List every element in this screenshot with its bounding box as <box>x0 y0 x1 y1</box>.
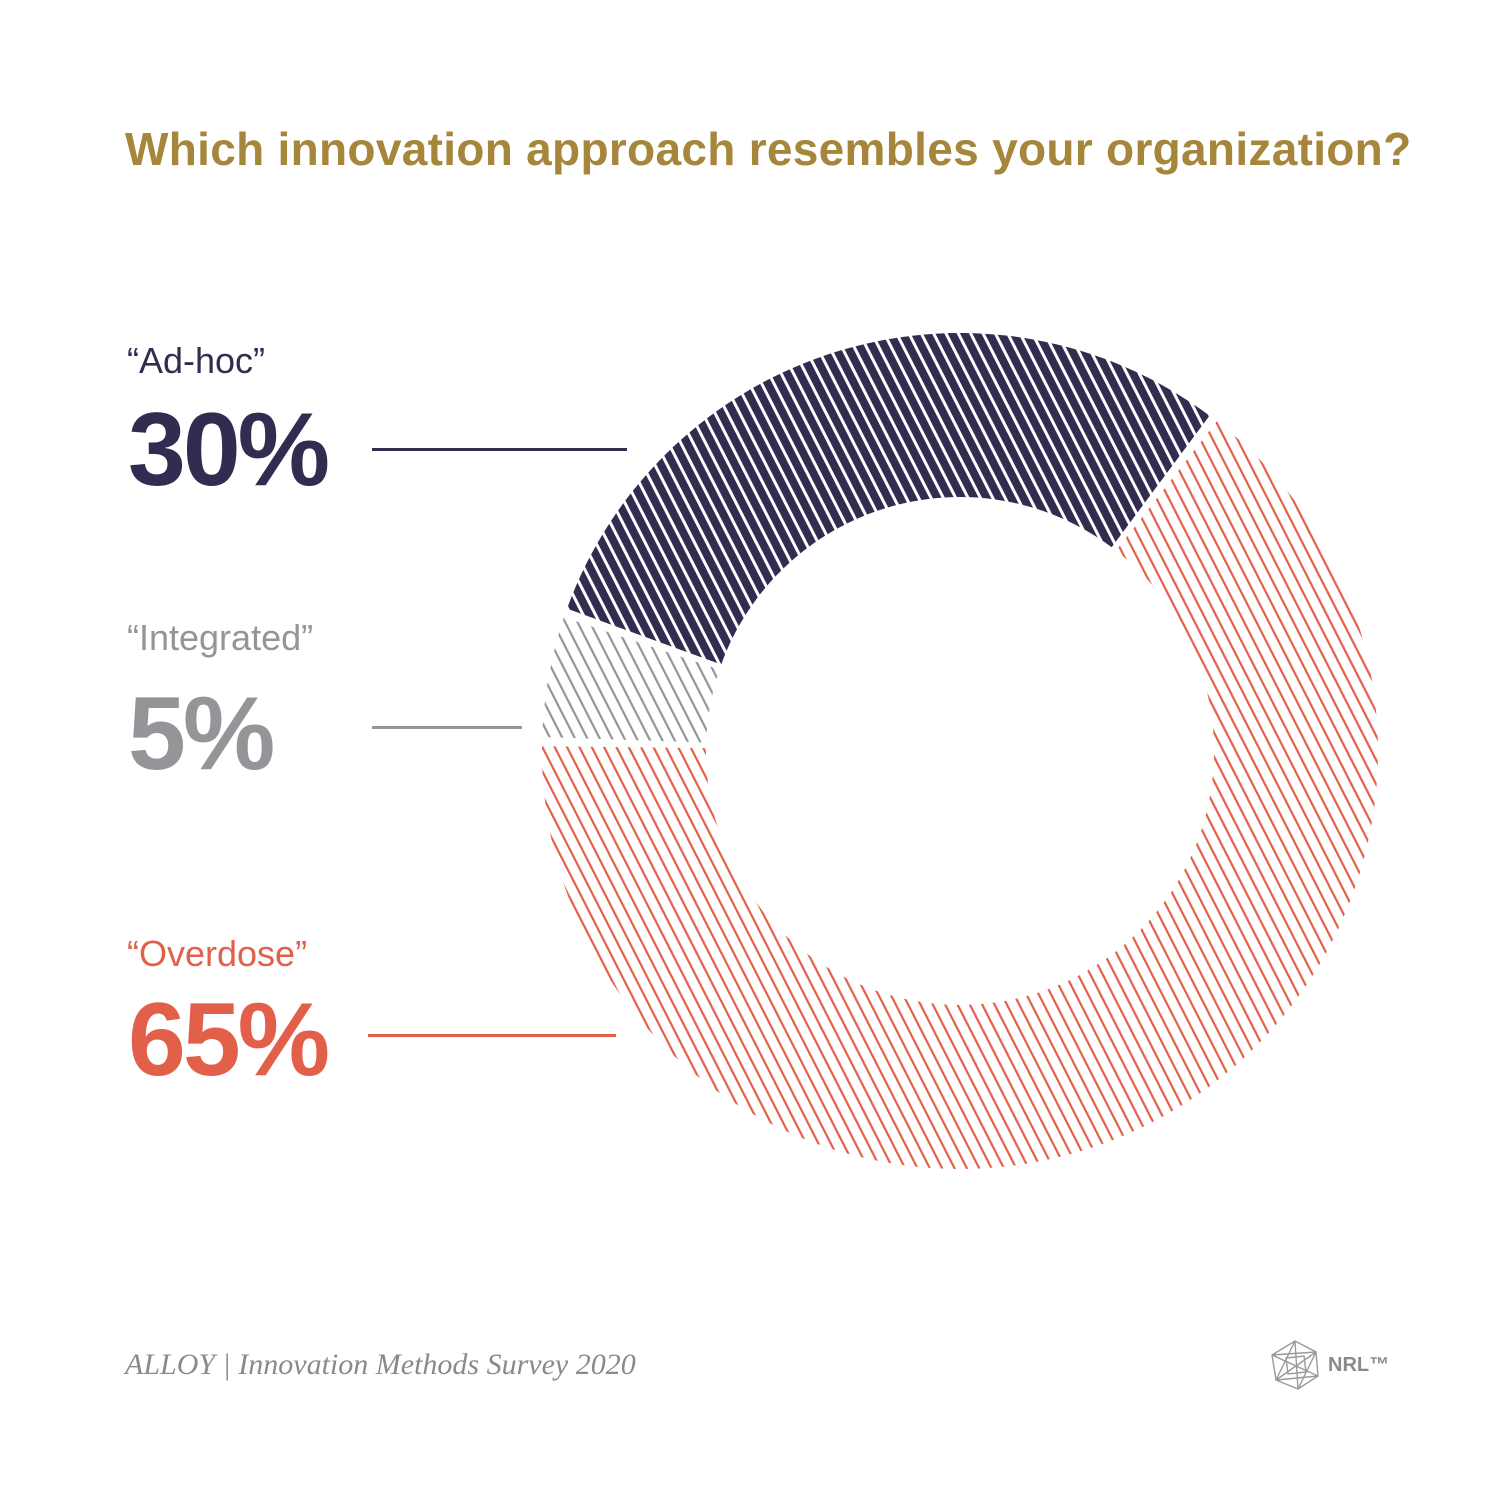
label-integrated-name: “Integrated” <box>127 617 314 658</box>
network-logo-icon <box>1271 1340 1319 1390</box>
donut-slice-adhoc <box>567 332 1210 665</box>
chart-title: Which innovation approach resembles your… <box>125 123 1412 175</box>
label-adhoc-value: 30% <box>128 392 330 508</box>
leader-line-overdose <box>368 1034 616 1037</box>
nrl-logo: NRL™ <box>1268 1338 1389 1392</box>
label-integrated-value: 5% <box>128 676 275 792</box>
source-footer: ALLOY | Innovation Methods Survey 2020 <box>125 1348 636 1381</box>
logo-text: NRL™ <box>1328 1353 1390 1376</box>
donut-slice-overdose <box>541 421 1378 1170</box>
donut-slice-integrated <box>542 617 720 743</box>
leader-line-integrated <box>372 726 522 729</box>
leader-line-adhoc <box>372 448 627 451</box>
label-overdose-value: 65% <box>128 982 330 1098</box>
label-overdose-name: “Overdose” <box>127 933 308 974</box>
label-adhoc-name: “Ad-hoc” <box>127 340 266 381</box>
